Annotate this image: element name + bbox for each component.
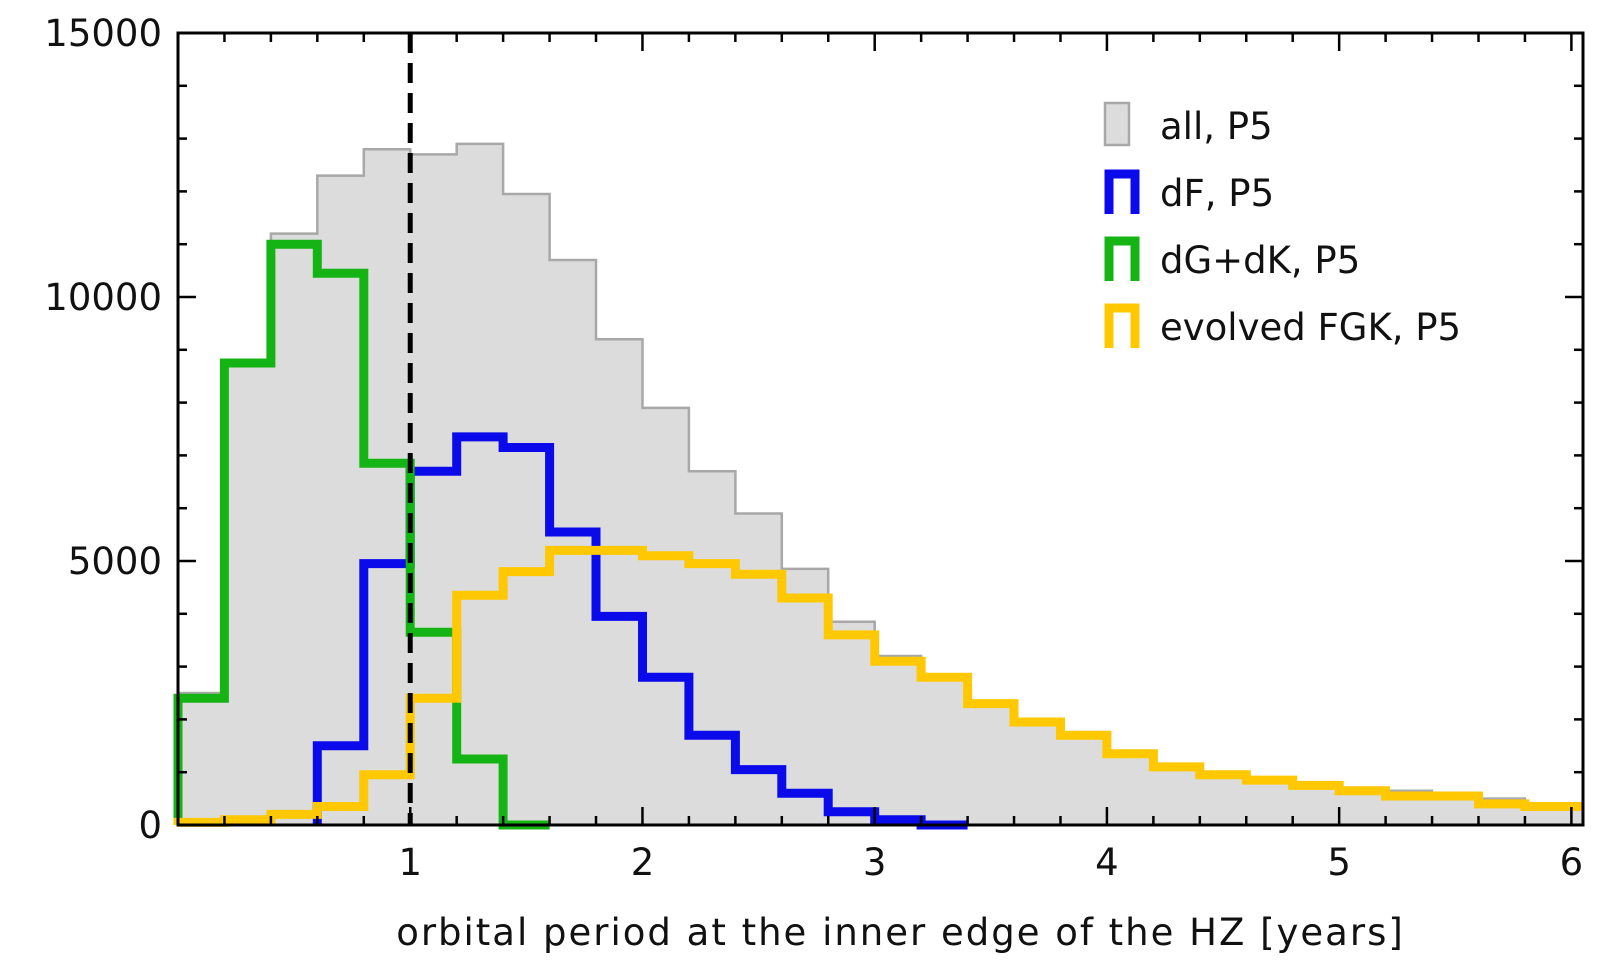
bar-all-p5-0 (178, 693, 225, 825)
bar-all-p5-20 (1106, 753, 1154, 825)
x-tick-label-5: 5 (1327, 841, 1351, 884)
line-dg-dk-p5 (173, 239, 550, 830)
x-tick-label-6: 6 (1560, 841, 1584, 884)
legend-label: evolved FGK, P5 (1160, 306, 1461, 349)
y-tick-label-15000: 15000 (44, 12, 162, 55)
bar-all-p5-16 (921, 677, 969, 825)
bar-all-p5-3 (317, 175, 365, 826)
legend-item-evolved-fgk-p5: evolved FGK, P5 (1104, 303, 1461, 349)
bar-all-p5-7 (503, 194, 551, 825)
bar-all-p5-15 (874, 656, 922, 825)
legend-swatch (1104, 236, 1140, 281)
legend-item-df-p5: dF, P5 (1104, 169, 1274, 215)
y-tick-label-5000: 5000 (68, 540, 162, 583)
x-tick-label-3: 3 (863, 841, 887, 884)
legend-label: dF, P5 (1160, 172, 1274, 215)
legend-swatch (1104, 303, 1140, 348)
bar-all-p5-13 (781, 568, 829, 825)
bar-all-p5-22 (1199, 772, 1247, 825)
y-tick-label-10000: 10000 (44, 276, 162, 319)
bar-all-p5-4 (363, 149, 411, 825)
bar-all-p5-8 (549, 260, 597, 825)
bar-all-p5-18 (1014, 724, 1061, 825)
bar-all-p5-12 (735, 513, 783, 825)
legend-swatch (1103, 101, 1131, 147)
axes-layer (176, 31, 1585, 827)
bar-all-p5-5 (410, 154, 458, 825)
series-dg-dk-p5 (173, 239, 550, 830)
series-evolved-fgk-p5 (173, 545, 1583, 827)
x-tick-label-4: 4 (1095, 841, 1119, 884)
legend-label: dG+dK, P5 (1160, 239, 1360, 282)
line-evolved-fgk-p5 (173, 545, 1583, 827)
series-layer (173, 142, 1585, 830)
ticks-layer (178, 33, 1583, 825)
bar-all-p5-6 (456, 143, 504, 825)
plot-frame (176, 31, 1585, 827)
legend-swatch (1104, 169, 1140, 214)
bar-all-p5-10 (642, 407, 690, 825)
bar-all-p5-21 (1153, 764, 1201, 825)
bar-all-p5-23 (1246, 777, 1294, 825)
x-tick-label-1: 1 (398, 841, 422, 884)
bar-all-p5-1 (224, 365, 272, 825)
labels-layer: 1 2 3 4 5 6 0 5000 10000 15000 orbital period at t… (44, 12, 1583, 954)
bar-all-p5-14 (828, 621, 876, 825)
x-tick-label-2: 2 (631, 841, 655, 884)
legend-label: all, P5 (1160, 105, 1273, 148)
bar-all-p5-11 (688, 471, 736, 825)
bar-all-p5-2 (270, 233, 318, 826)
y-tick-label-0: 0 (138, 804, 162, 847)
x-axis-label: orbital period at the inner edge of the … (396, 911, 1405, 954)
legend: all, P5 dF, P5 dG+dK, P5 evolved FGK, P5 (1103, 101, 1461, 349)
legend-item-dg-dk-p5: dG+dK, P5 (1104, 236, 1360, 282)
bar-all-p5-19 (1060, 737, 1108, 825)
legend-item-all-p5: all, P5 (1103, 101, 1273, 148)
series-all-p5 (176, 142, 1585, 826)
bar-all-p5-9 (596, 339, 643, 825)
bar-all-p5-17 (967, 703, 1015, 825)
